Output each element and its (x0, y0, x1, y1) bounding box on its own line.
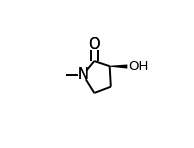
Text: N: N (77, 67, 88, 82)
Circle shape (90, 40, 99, 49)
Text: O: O (88, 37, 100, 52)
Circle shape (79, 70, 87, 79)
Text: N: N (77, 67, 88, 82)
Text: O: O (88, 37, 100, 52)
Polygon shape (110, 65, 127, 69)
Text: OH: OH (128, 60, 149, 73)
